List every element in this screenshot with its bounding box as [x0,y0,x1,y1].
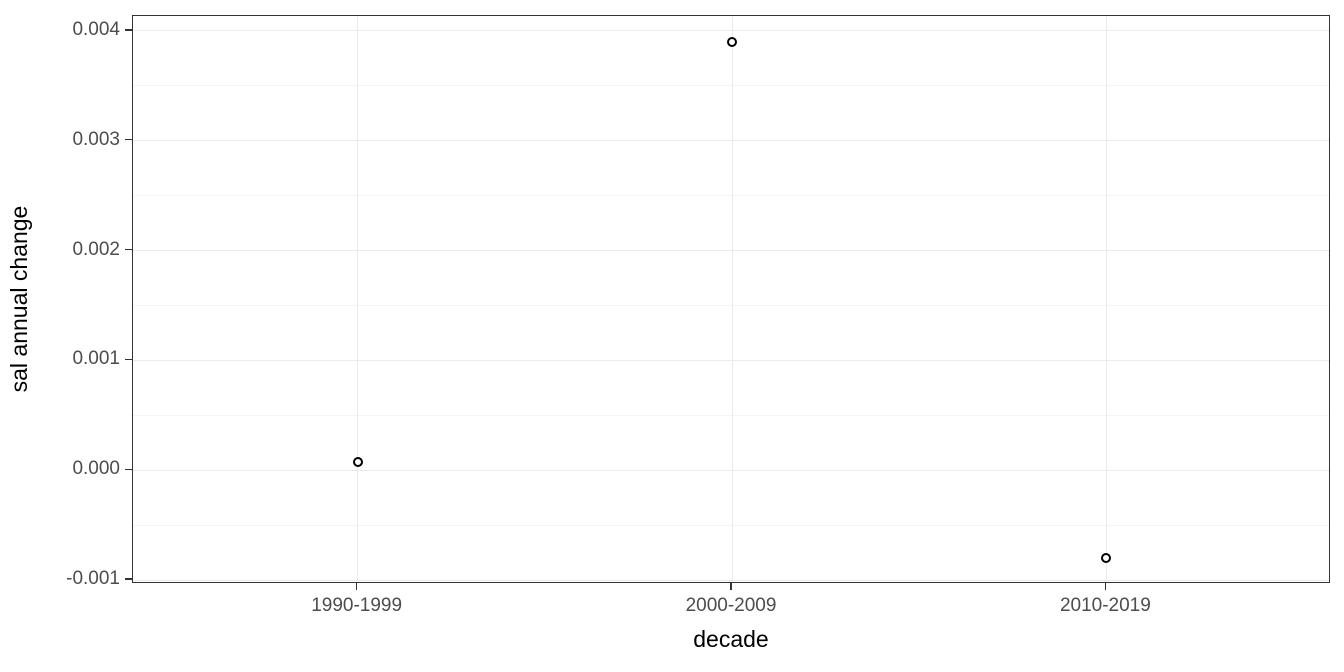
y-tick-label: 0.002 [72,238,120,260]
y-tick-mark [125,138,132,141]
plot-panel [132,15,1330,583]
major-gridline-y [133,30,1329,32]
major-gridline-x [731,16,733,582]
major-gridline-y [133,469,1329,471]
major-gridline-y [133,359,1329,361]
major-gridline-y [133,250,1329,252]
x-tick-mark [1104,583,1107,590]
x-tick-mark [355,583,358,590]
y-tick-mark [125,468,132,471]
y-tick-label: -0.001 [66,568,120,590]
minor-gridline-y [133,85,1329,87]
y-tick-mark [125,248,132,251]
y-axis-title: sal annual change [6,205,32,393]
y-tick-mark [125,358,132,361]
data-point [352,456,363,467]
x-tick-label: 2010-2019 [1059,595,1151,616]
data-point [1101,553,1112,564]
x-tick-mark [730,583,732,590]
x-tick-label: 1990-1999 [311,595,403,616]
major-gridline-x [357,16,359,582]
minor-gridline-y [133,195,1329,197]
major-gridline-y [133,140,1329,142]
minor-gridline-y [133,524,1329,526]
y-tick-mark [125,29,132,31]
major-gridline-x [1105,16,1107,582]
y-tick-label: 0.004 [72,18,120,40]
x-axis-title: decade [693,626,769,652]
y-tick-mark [125,578,132,580]
major-gridline-y [133,579,1329,581]
y-tick-label: 0.000 [72,458,120,480]
data-point [727,36,737,47]
x-tick-label: 2000-2009 [685,595,777,616]
y-tick-label: 0.001 [72,348,120,370]
y-tick-label: 0.003 [72,128,120,150]
minor-gridline-y [133,304,1329,306]
minor-gridline-y [133,414,1329,416]
